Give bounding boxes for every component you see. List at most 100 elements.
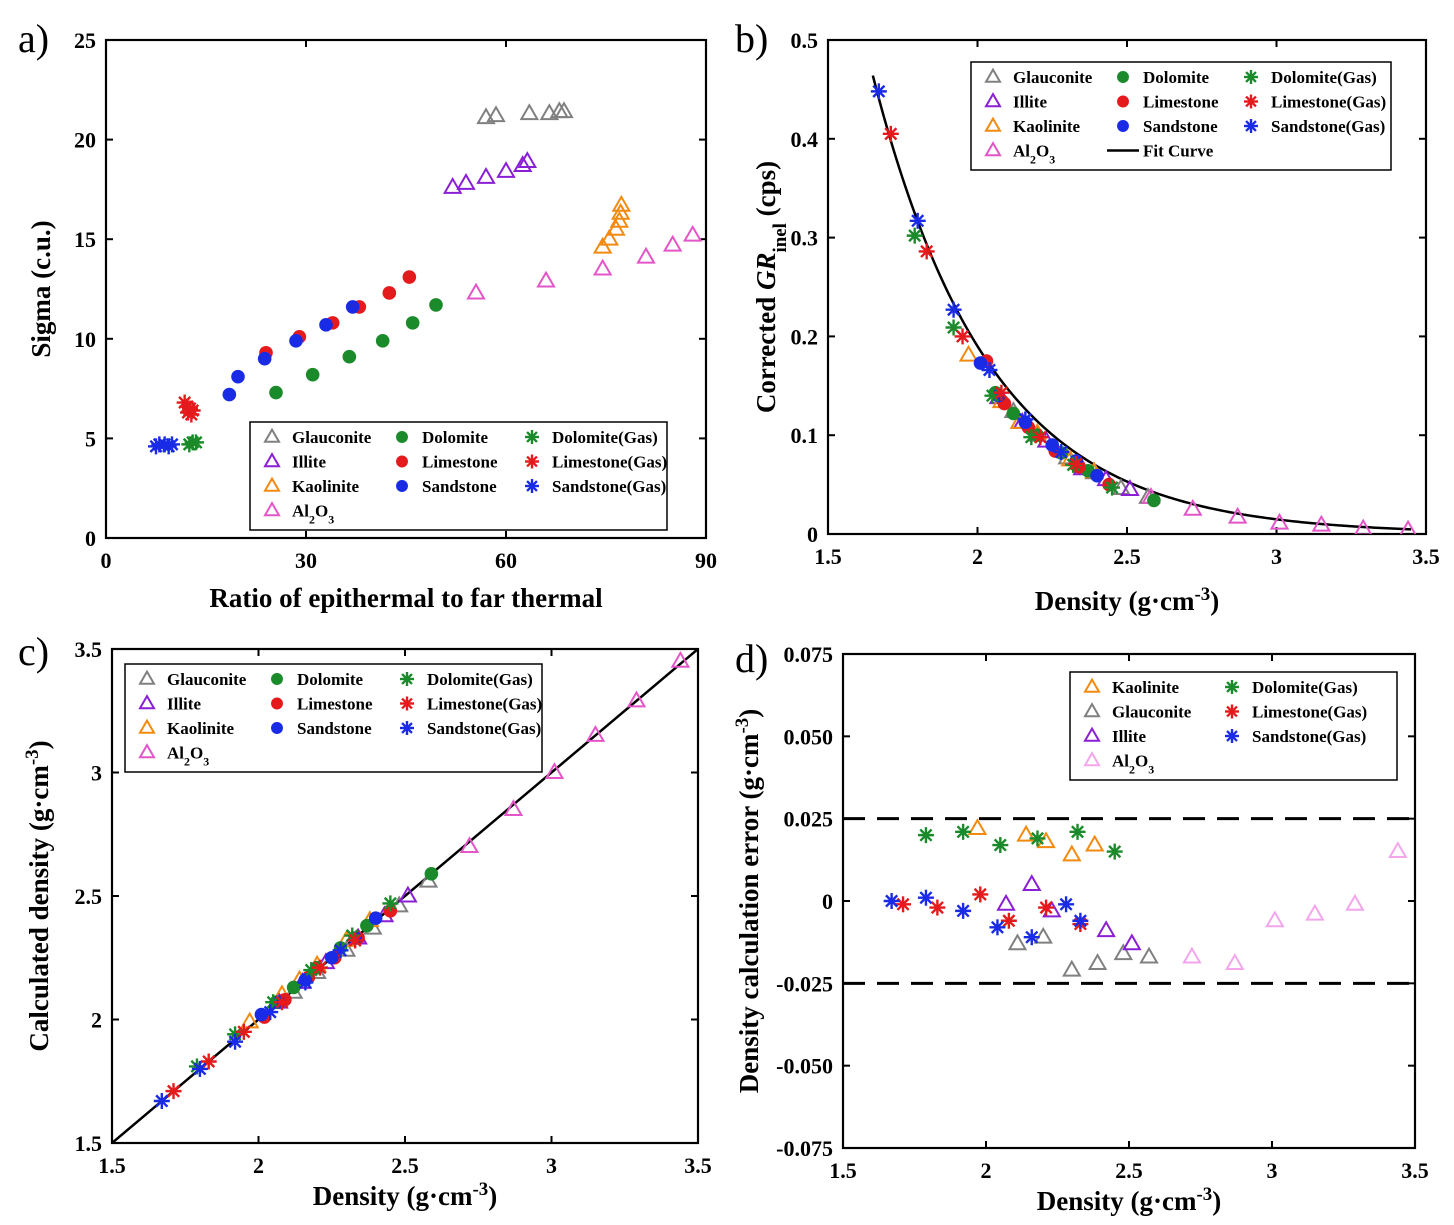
legend-label: Kaolinite <box>1013 117 1081 136</box>
data-point <box>486 105 506 123</box>
legend-marker <box>400 721 414 735</box>
series-sandstone-gas- <box>153 942 349 1110</box>
marker-stroke <box>401 673 413 685</box>
data-point <box>870 83 887 100</box>
data-point <box>332 942 349 959</box>
marker-stroke <box>1054 445 1068 459</box>
data-point <box>312 959 329 976</box>
legend-marker <box>263 452 281 468</box>
x-tick-label: 2.5 <box>1113 544 1141 569</box>
legend-label: Illite <box>292 453 326 472</box>
x-tick-label: 1.5 <box>98 1153 126 1178</box>
marker-stroke <box>526 455 538 468</box>
data-point <box>1017 411 1034 428</box>
data-point <box>517 151 538 168</box>
x-tick-label: 90 <box>695 548 717 573</box>
y-tick-label: 0.050 <box>784 724 834 749</box>
marker-stroke <box>956 329 970 343</box>
panel-c: 1.5 2 2.5 3 3.5 1.5 2 2.5 3 3.5 Density (g·cm-3) Ca… <box>18 629 712 1211</box>
marker-stroke <box>1002 914 1016 928</box>
data-point <box>909 212 926 229</box>
x-tick-label: 3 <box>1271 544 1282 569</box>
series-limestone-gas- <box>165 932 364 1100</box>
legend-label: Al2O3 <box>167 744 209 769</box>
data-point <box>1058 896 1075 913</box>
panel-label: a) <box>18 16 49 61</box>
legend-label: Illite <box>1013 93 1047 112</box>
data-point <box>636 246 656 264</box>
marker-stroke <box>181 405 195 420</box>
data-point <box>1084 834 1105 852</box>
data-point <box>319 318 333 332</box>
legend-label: Al2O3 <box>292 502 334 527</box>
marker-stroke <box>993 838 1007 852</box>
data-point <box>682 224 703 242</box>
data-point <box>917 827 934 844</box>
marker-stroke <box>956 904 970 918</box>
data-point <box>459 836 480 854</box>
data-point <box>536 270 556 288</box>
panel-a: 0 30 60 90 0 5 10 15 20 25 Ratio of epithermal to … <box>18 16 717 613</box>
data-point <box>670 650 691 668</box>
x-tick-label: 3.5 <box>1401 1158 1429 1183</box>
marker-stroke <box>973 887 987 901</box>
marker-stroke <box>334 943 348 957</box>
data-point <box>257 351 272 366</box>
y-tick-label: 5 <box>85 426 96 451</box>
series-sandstone-gas- <box>870 83 1070 460</box>
data-point <box>1036 831 1056 849</box>
legend-label: Limestone(Gas) <box>552 453 667 472</box>
data-point <box>1120 479 1140 496</box>
legend-marker <box>984 92 1002 108</box>
marker-stroke <box>1073 914 1087 928</box>
data-point <box>512 155 533 172</box>
marker-stroke <box>1030 831 1044 845</box>
x-tick-label: 2.5 <box>1115 1158 1143 1183</box>
data-point <box>1006 406 1021 421</box>
legend-marker <box>1225 680 1239 694</box>
series-glauconite <box>476 101 574 125</box>
data-point <box>1038 899 1055 916</box>
panel-b: 1.5 2 2.5 3 3.5 0 0.1 0.2 0.3 0.4 0.5 Density (g·cm… <box>735 16 1440 616</box>
data-point <box>342 349 357 364</box>
y-tick-label: -0.050 <box>776 1054 833 1079</box>
data-point <box>585 725 606 742</box>
legend-label: Limestone(Gas) <box>1252 703 1367 722</box>
legend-label: Glauconite <box>1013 68 1093 87</box>
data-point <box>1087 953 1108 971</box>
marker-stroke <box>994 386 1008 400</box>
marker-stroke <box>884 127 898 141</box>
marker-stroke <box>401 722 413 734</box>
legend-label: Limestone <box>297 695 373 714</box>
data-point <box>954 328 971 345</box>
marker-stroke <box>1039 901 1053 915</box>
legend-marker <box>396 480 408 492</box>
y-tick-label: 0 <box>807 522 818 547</box>
legend-marker <box>525 479 539 493</box>
data-point <box>476 167 496 184</box>
y-tick-label: 0.4 <box>791 127 819 152</box>
data-point <box>1388 841 1408 859</box>
legend-box <box>970 61 1392 171</box>
x-tick-label: 3 <box>1267 1158 1278 1183</box>
marker-stroke <box>383 896 397 910</box>
data-point <box>993 384 1010 401</box>
data-point <box>227 1033 244 1050</box>
y-tick-label: 3 <box>91 761 102 786</box>
data-point <box>165 1083 182 1100</box>
marker-stroke <box>193 1062 207 1076</box>
x-tick-label: 2 <box>253 1153 264 1178</box>
marker-stroke <box>1069 457 1083 471</box>
data-point <box>544 762 565 779</box>
data-point <box>1269 512 1290 530</box>
data-point <box>1023 929 1040 946</box>
marker-stroke <box>920 244 934 258</box>
marker-stroke <box>1226 705 1238 718</box>
marker-stroke <box>947 321 961 335</box>
x-axis-label: Density (g·cm-3) <box>1037 1184 1221 1217</box>
data-point <box>519 103 540 121</box>
legend: Glauconite Illite Kaolinite Al2O3 Dolomite Li… <box>970 61 1392 171</box>
legend-label: Dolomite(Gas) <box>1252 678 1358 697</box>
data-point <box>382 895 399 912</box>
